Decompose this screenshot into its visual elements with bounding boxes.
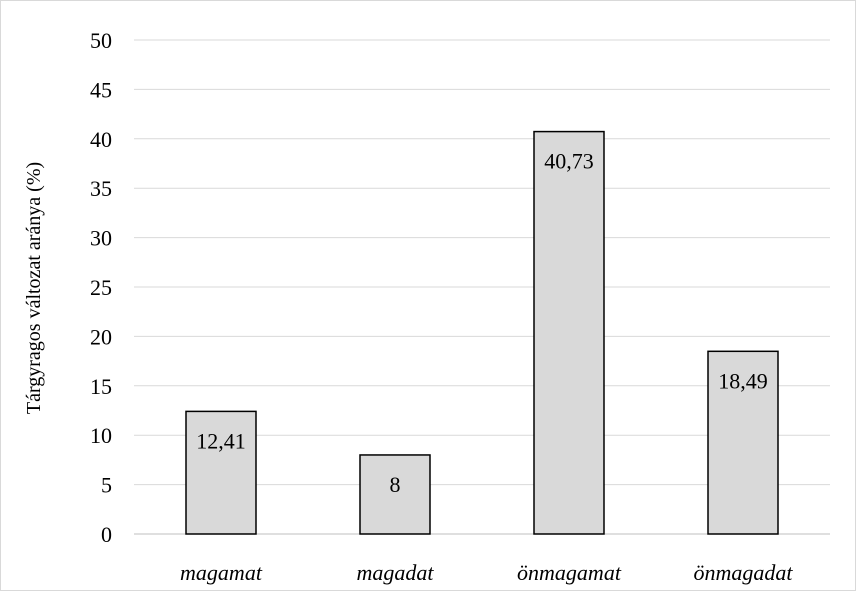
bar-3 bbox=[533, 130, 605, 535]
y-tick-label: 50 bbox=[90, 28, 112, 53]
data-label: 12,41 bbox=[196, 428, 246, 453]
bar-4 bbox=[707, 350, 779, 535]
x-category-label: önmagadat bbox=[694, 560, 794, 585]
y-tick-label: 25 bbox=[90, 275, 112, 300]
bar-1 bbox=[185, 410, 257, 535]
y-tick-label: 35 bbox=[90, 176, 112, 201]
y-tick-label: 40 bbox=[90, 127, 112, 152]
y-tick-label: 0 bbox=[101, 522, 112, 547]
x-category-label: magadat bbox=[357, 560, 435, 585]
y-axis-title: Tárgyragos változat aránya (%) bbox=[23, 162, 45, 414]
data-label: 8 bbox=[390, 472, 401, 497]
y-tick-label: 10 bbox=[90, 423, 112, 448]
y-tick-label: 5 bbox=[101, 473, 112, 498]
y-tick-labels: 0 5 10 15 20 25 30 35 40 45 50 bbox=[90, 28, 112, 547]
y-tick-label: 45 bbox=[90, 77, 112, 102]
x-category-labels: magamat magadat önmagamat önmagadat bbox=[180, 560, 793, 585]
bars: 12,41 8 40,73 18,49 bbox=[185, 130, 779, 535]
x-category-label: önmagamat bbox=[517, 560, 622, 585]
data-label: 40,73 bbox=[544, 149, 594, 174]
bar-2 bbox=[359, 454, 431, 535]
y-tick-label: 20 bbox=[90, 324, 112, 349]
y-tick-label: 30 bbox=[90, 226, 112, 251]
data-label: 18,49 bbox=[718, 368, 768, 393]
y-tick-label: 15 bbox=[90, 374, 112, 399]
x-category-label: magamat bbox=[180, 560, 263, 585]
